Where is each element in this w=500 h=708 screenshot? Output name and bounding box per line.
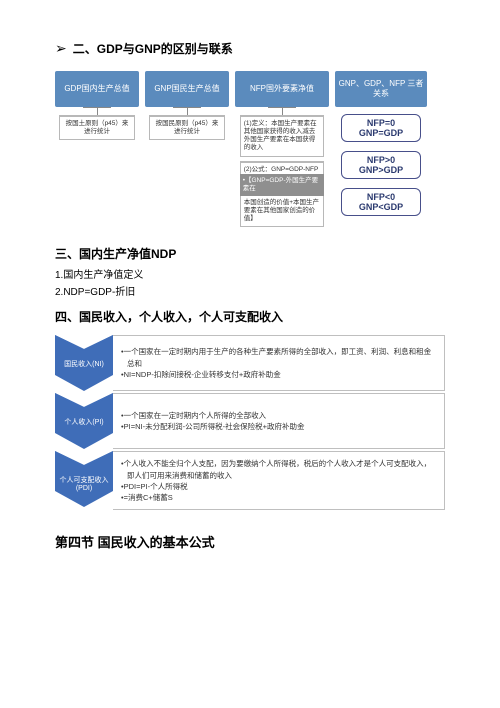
formula-3b: GNP<GDP	[348, 202, 415, 212]
income-bullet: •一个国家在一定时期内个人所得的全部收入	[121, 410, 436, 421]
formula-2b: GNP>GDP	[348, 165, 415, 175]
chevron-label: 个人可支配收入(PDI)	[55, 477, 113, 493]
income-bullet: •PDI=PI-个人所得税	[121, 481, 436, 492]
chevron-icon: 个人收入(PI)	[55, 393, 113, 449]
income-bullet: •PI=NI-未分配利润-公司所得税-社会保险税+政府补助金	[121, 421, 436, 432]
formula-1a: NFP=0	[348, 118, 415, 128]
block-nfp-tail: 本国创造的价值+本国生产要素在其他国家创造的价值】	[240, 196, 325, 227]
income-row: 国民收入(NI) •一个国家在一定时期内用于生产的各种生产要素所得的全部收入，即工…	[55, 335, 445, 391]
relation-stack: NFP=0 GNP=GDP NFP>0 GNP>GDP NFP<0 GNP<GD…	[335, 111, 427, 216]
income-bullet: •一个国家在一定时期内用于生产的各种生产要素所得的全部收入，即工资、利润、利息和…	[121, 346, 436, 369]
income-content: •一个国家在一定时期内用于生产的各种生产要素所得的全部收入，即工资、利润、利息和…	[113, 335, 445, 391]
formula-2: NFP>0 GNP>GDP	[341, 151, 422, 179]
ndp-line1: 1.国内生产净值定义	[55, 266, 445, 281]
income-rows: 国民收入(NI) •一个国家在一定时期内用于生产的各种生产要素所得的全部收入，即工…	[55, 335, 445, 510]
block-gnp: GNP国民生产总值	[145, 71, 229, 107]
chevron-icon: 国民收入(NI)	[55, 335, 113, 391]
income-bullet: •个人收入不能全归个人支配，因为要缴纳个人所得税，税后的个人收入才是个人可支配收…	[121, 458, 436, 481]
chevron-icon: 个人可支配收入(PDI)	[55, 451, 113, 510]
section-heading-2: ➢ 二、GDP与GNP的区别与联系	[55, 40, 445, 57]
formula-3a: NFP<0	[348, 192, 415, 202]
flowchart: GDP国内生产总值 按国土原则（p45）来进行统计 GNP国民生产总值 按国民原…	[55, 71, 445, 227]
heading-ndp: 三、国内生产净值NDP	[55, 245, 445, 262]
income-bullet: •=消费C+储蓄S	[121, 492, 436, 503]
formula-1: NFP=0 GNP=GDP	[341, 114, 422, 142]
formula-1b: GNP=GDP	[348, 128, 415, 138]
block-gdp-sub: 按国土原则（p45）来进行统计	[59, 115, 135, 140]
connector	[282, 107, 283, 115]
chevron-label: 国民收入(NI)	[55, 361, 113, 369]
block-nfp-def: (1)定义：本国生产要素在其他国家获得的收入减去外国生产要素在本国获得的收入	[240, 115, 325, 157]
flow-col-gdp: GDP国内生产总值 按国土原则（p45）来进行统计	[55, 71, 139, 140]
income-content: •个人收入不能全归个人支配，因为要缴纳个人所得税，税后的个人收入才是个人可支配收…	[113, 451, 445, 510]
flow-col-relation: GNP、GDP、NFP 三者关系 NFP=0 GNP=GDP NFP>0 GNP…	[335, 71, 427, 216]
block-nfp-grey: •【GNP=GDP-外国生产要素在	[240, 174, 325, 196]
block-relation: GNP、GDP、NFP 三者关系	[335, 71, 427, 107]
income-row: 个人可支配收入(PDI) •个人收入不能全归个人支配，因为要缴纳个人所得税，税后的…	[55, 451, 445, 510]
income-bullet: •NI=NDP-扣除间接税-企业转移支付+政府补助金	[121, 369, 436, 380]
income-row: 个人收入(PI)•一个国家在一定时期内个人所得的全部收入•PI=NI-未分配利润…	[55, 393, 445, 449]
chevron-label: 个人收入(PI)	[55, 419, 113, 427]
heading-section-4: 第四节 国民收入的基本公式	[55, 532, 445, 551]
heading-income: 四、国民收入，个人收入，个人可支配收入	[55, 308, 445, 325]
block-gnp-sub: 按国民原则（p45）来进行统计	[149, 115, 225, 140]
income-content: •一个国家在一定时期内个人所得的全部收入•PI=NI-未分配利润-公司所得税-社…	[113, 393, 445, 449]
block-nfp: NFP国外要素净值	[235, 71, 329, 107]
flow-col-nfp: NFP国外要素净值 (1)定义：本国生产要素在其他国家获得的收入减去外国生产要素…	[235, 71, 329, 227]
heading-text: 二、GDP与GNP的区别与联系	[73, 40, 233, 57]
block-nfp-formula: (2)公式：GNP=GDP-NFP	[240, 161, 325, 174]
formula-3: NFP<0 GNP<GDP	[341, 188, 422, 216]
connector	[97, 107, 98, 115]
formula-2a: NFP>0	[348, 155, 415, 165]
bullet-arrow-icon: ➢	[55, 40, 67, 57]
connector	[187, 107, 188, 115]
block-gdp: GDP国内生产总值	[55, 71, 139, 107]
flow-col-gnp: GNP国民生产总值 按国民原则（p45）来进行统计	[145, 71, 229, 140]
ndp-line2: 2.NDP=GDP-折旧	[55, 283, 445, 298]
